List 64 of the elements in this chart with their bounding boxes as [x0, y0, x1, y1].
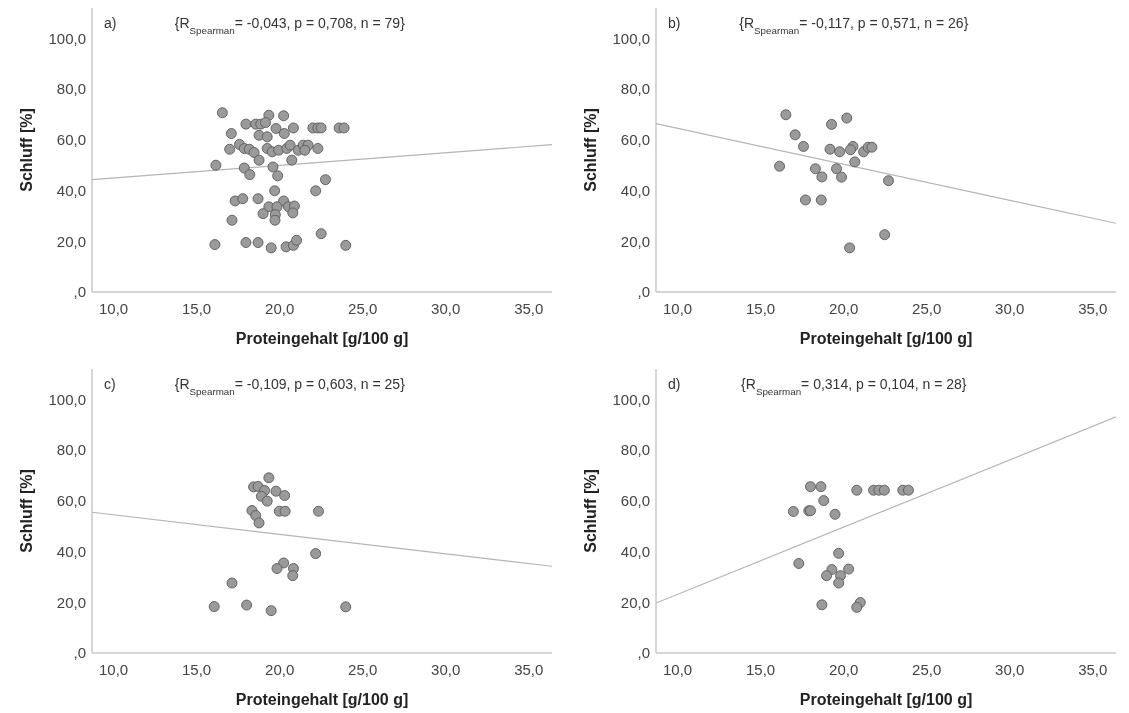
x-tick-label: 20,0 — [265, 300, 295, 317]
x-tick-label: 30,0 — [431, 661, 461, 678]
y-tick-label: ,0 — [73, 283, 86, 301]
x-tick-label: 35,0 — [1078, 300, 1108, 317]
x-tick-label: 15,0 — [182, 661, 212, 678]
x-axis-title: Proteingehalt [g/100 g] — [799, 691, 973, 708]
y-tick-label: 60,0 — [56, 131, 86, 149]
annotation: {R$_{Spearman}$= -0,109, p = 0,603, n = 25} — [174, 376, 406, 397]
x-tick-label: 30,0 — [995, 661, 1025, 678]
y-tick-label: 40,0 — [56, 542, 86, 560]
x-tick-label: 20,0 — [265, 661, 295, 678]
y-tick-label: 40,0 — [620, 181, 650, 199]
annotation: {R$_{Spearman}$= 0,314, p = 0,104, n = 28} — [741, 376, 967, 397]
x-axis-title: Proteingehalt [g/100 g] — [235, 330, 409, 347]
x-tick-label: 35,0 — [514, 300, 544, 317]
annotation: c) — [104, 376, 116, 392]
y-axis-title: Schluff [%] — [582, 108, 599, 192]
annotation: d) — [668, 376, 681, 392]
x-axis-title: Proteingehalt [g/100 g] — [799, 330, 973, 347]
y-tick-label: 80,0 — [620, 80, 650, 98]
x-tick-label: 10,0 — [98, 300, 129, 317]
y-tick-label: 40,0 — [620, 542, 650, 560]
annotation: b) — [668, 15, 681, 31]
y-tick-label: 80,0 — [620, 441, 650, 459]
y-tick-label: 100,0 — [612, 29, 650, 47]
x-tick-label: 25,0 — [912, 661, 942, 678]
x-tick-label: 35,0 — [514, 661, 544, 678]
y-tick-label: 60,0 — [620, 131, 650, 149]
y-tick-label: 80,0 — [56, 80, 86, 98]
y-tick-label: 60,0 — [56, 492, 86, 510]
y-tick-label: ,0 — [637, 283, 650, 301]
y-tick-label: 80,0 — [56, 441, 86, 459]
x-tick-label: 15,0 — [746, 300, 776, 317]
annotation: {R$_{Spearman}$= -0,043, p = 0,708, n = 79} — [174, 15, 406, 36]
x-tick-label: 10,0 — [662, 661, 693, 678]
y-axis-title: Schluff [%] — [18, 469, 35, 553]
x-tick-label: 30,0 — [431, 300, 461, 317]
y-tick-label: ,0 — [73, 644, 86, 662]
x-tick-label: 20,0 — [829, 661, 859, 678]
y-tick-label: 20,0 — [620, 593, 650, 611]
x-tick-label: 25,0 — [348, 300, 378, 317]
y-tick-label: 100,0 — [48, 29, 86, 47]
x-tick-label: 20,0 — [829, 300, 859, 317]
y-tick-label: 20,0 — [620, 232, 650, 250]
y-axis-title: Schluff [%] — [582, 469, 599, 553]
x-tick-label: 25,0 — [912, 300, 942, 317]
x-tick-label: 35,0 — [1078, 661, 1108, 678]
y-tick-label: ,0 — [637, 644, 650, 662]
x-tick-label: 30,0 — [995, 300, 1025, 317]
y-axis-title: Schluff [%] — [18, 108, 35, 192]
y-tick-label: 20,0 — [56, 593, 86, 611]
x-tick-label: 15,0 — [182, 300, 212, 317]
y-tick-label: 100,0 — [48, 390, 86, 408]
annotation: {R$_{Spearman}$= -0,117, p = 0,571, n = 26} — [739, 15, 969, 36]
x-axis-title: Proteingehalt [g/100 g] — [235, 691, 409, 708]
y-tick-label: 20,0 — [56, 232, 86, 250]
x-tick-label: 10,0 — [662, 300, 693, 317]
x-tick-label: 25,0 — [348, 661, 378, 678]
y-tick-label: 60,0 — [620, 492, 650, 510]
y-tick-label: 100,0 — [612, 390, 650, 408]
x-tick-label: 15,0 — [746, 661, 776, 678]
x-tick-label: 10,0 — [98, 661, 129, 678]
annotation: a) — [104, 15, 117, 31]
y-tick-label: 40,0 — [56, 181, 86, 199]
